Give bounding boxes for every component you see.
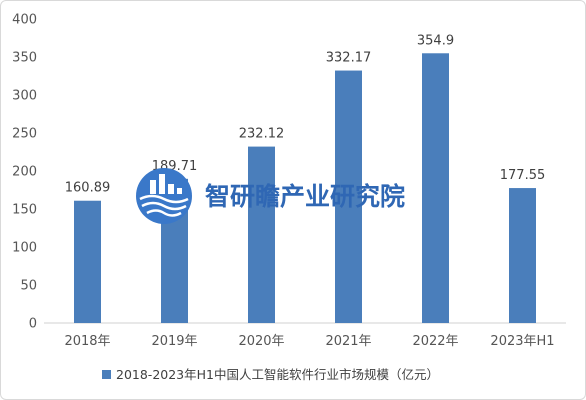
y-tick-label: 300 bbox=[12, 89, 37, 104]
y-tick-label: 250 bbox=[12, 127, 37, 142]
x-tick-label: 2020年 bbox=[238, 334, 284, 349]
data-label: 232.12 bbox=[239, 127, 285, 142]
y-tick-label: 400 bbox=[12, 13, 37, 28]
x-tick-label: 2018年 bbox=[64, 334, 110, 349]
bar-series bbox=[74, 53, 536, 323]
y-axis-ticks: 0 50 100 150 200 250 300 350 400 bbox=[12, 13, 37, 332]
y-tick-label: 50 bbox=[20, 279, 37, 294]
building-logo-icon bbox=[136, 168, 192, 224]
bar bbox=[509, 188, 536, 323]
bar bbox=[422, 53, 449, 323]
legend: 2018-2023年H1中国人工智能软件行业市场规模（亿元） bbox=[102, 367, 439, 382]
data-label: 160.89 bbox=[65, 181, 111, 196]
legend-swatch bbox=[102, 370, 111, 379]
bar bbox=[248, 146, 275, 323]
y-tick-label: 100 bbox=[12, 241, 37, 256]
data-label: 332.17 bbox=[326, 51, 372, 66]
x-axis-ticks: 2018年 2019年 2020年 2021年 2022年 2023年H1 bbox=[64, 334, 554, 349]
data-label: 354.9 bbox=[417, 33, 454, 48]
y-tick-label: 0 bbox=[29, 317, 37, 332]
y-tick-label: 150 bbox=[12, 203, 37, 218]
watermark-text: 智研瞻产业研究院 bbox=[205, 182, 405, 211]
y-tick-label: 350 bbox=[12, 51, 37, 66]
bar bbox=[335, 70, 362, 323]
data-label: 177.55 bbox=[500, 168, 546, 183]
x-tick-label: 2021年 bbox=[325, 334, 371, 349]
x-tick-label: 2022年 bbox=[412, 334, 458, 349]
bar bbox=[74, 200, 101, 323]
y-tick-label: 200 bbox=[12, 165, 37, 180]
legend-label: 2018-2023年H1中国人工智能软件行业市场规模（亿元） bbox=[116, 367, 439, 382]
x-tick-label: 2019年 bbox=[151, 334, 197, 349]
watermark: 智研瞻产业研究院 bbox=[136, 168, 405, 224]
x-tick-label: 2023年H1 bbox=[490, 334, 554, 349]
